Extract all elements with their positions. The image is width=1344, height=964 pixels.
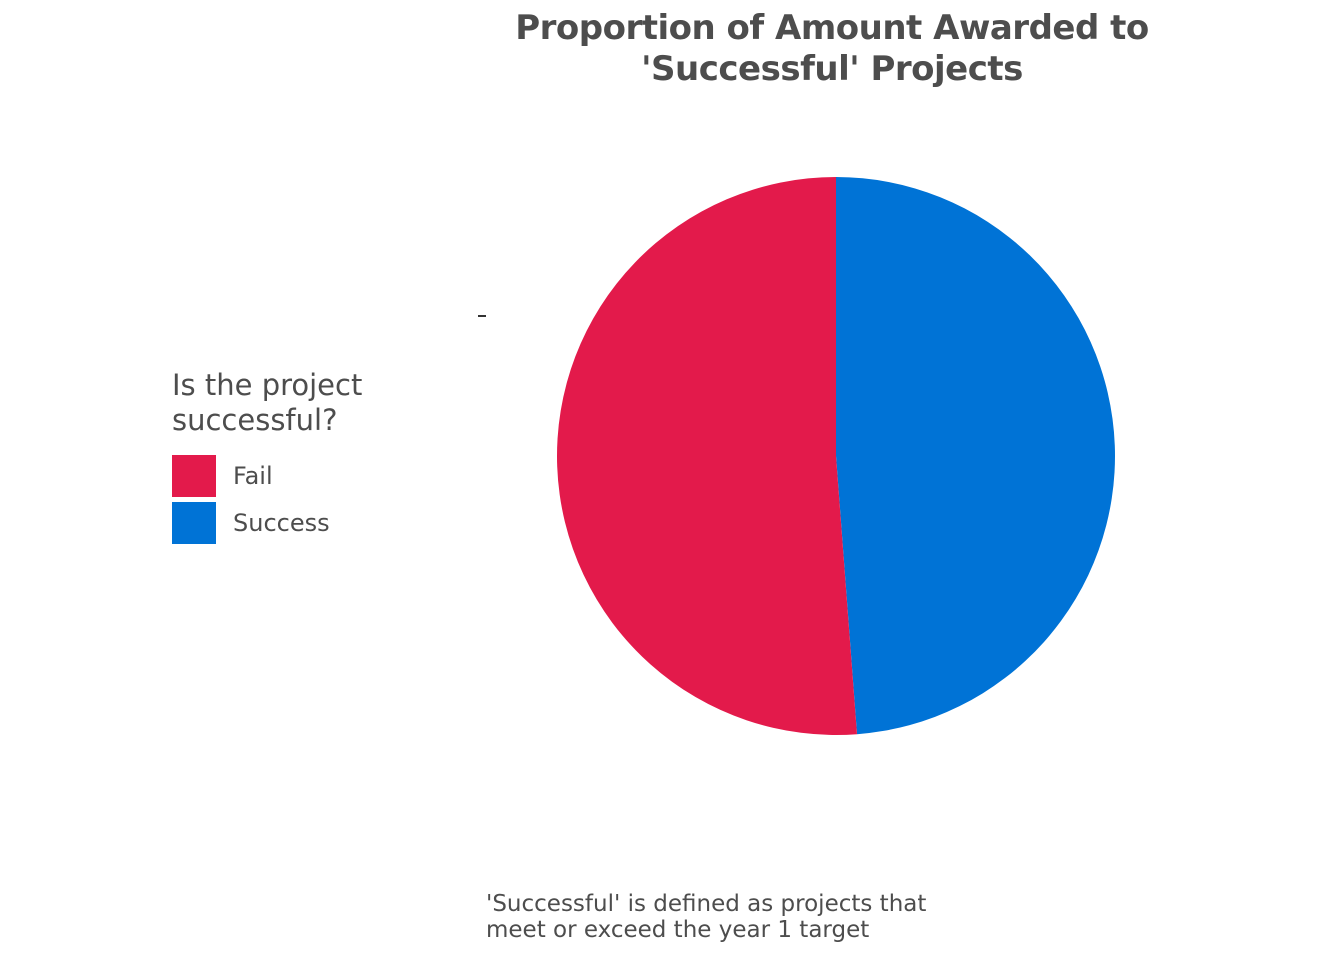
pie-slice-fail bbox=[557, 177, 858, 735]
pie-slice-success bbox=[836, 177, 1116, 735]
legend-label-fail: Fail bbox=[233, 462, 273, 490]
chart-caption-line-2: meet or exceed the year 1 target bbox=[486, 917, 870, 943]
axis-tick-mark bbox=[478, 315, 486, 317]
legend-title-line-2: successful? bbox=[172, 403, 338, 437]
chart-title-line-2: 'Successful' Projects bbox=[641, 49, 1023, 89]
legend-title-line-1: Is the project bbox=[172, 368, 363, 402]
chart-caption-line-1: 'Successful' is defined as projects that bbox=[486, 891, 927, 917]
legend-label-success: Success bbox=[233, 509, 330, 537]
legend-item-fail: Fail bbox=[172, 454, 472, 498]
chart-title-line-1: Proportion of Amount Awarded to bbox=[515, 8, 1149, 48]
legend-title: Is the project successful? bbox=[172, 368, 472, 438]
chart-caption: 'Successful' is defined as projects that… bbox=[486, 891, 1006, 943]
legend-swatch-fail bbox=[172, 455, 216, 497]
legend-item-success: Success bbox=[172, 501, 472, 545]
legend: Is the project successful? Fail Success bbox=[172, 368, 472, 548]
chart-title: Proportion of Amount Awarded to 'Success… bbox=[460, 8, 1204, 90]
legend-swatch-success bbox=[172, 502, 216, 544]
